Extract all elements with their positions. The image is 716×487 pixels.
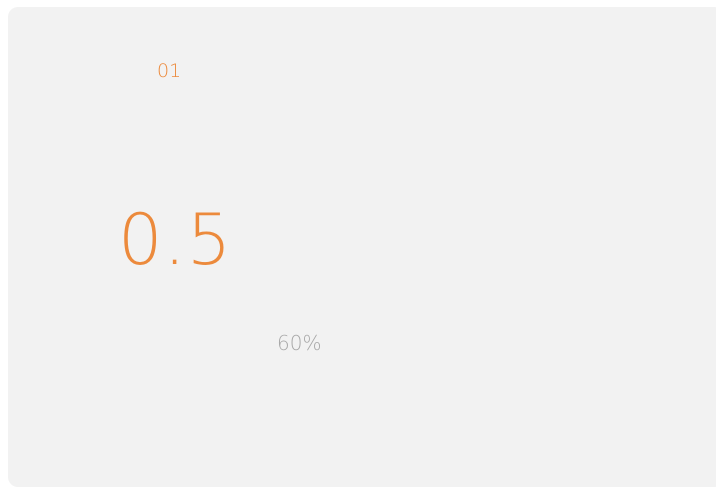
body: 01 0.5 60% (() => { const data = JSON.pa… — [8, 7, 716, 487]
card-percent: 60% — [277, 331, 322, 355]
page: {"card": {"index": "01", "value": "0.5",… — [8, 7, 716, 487]
card-index: 01 — [157, 60, 182, 82]
card: 01 0.5 60% — [8, 7, 716, 487]
card-value: 0.5 — [118, 199, 233, 281]
